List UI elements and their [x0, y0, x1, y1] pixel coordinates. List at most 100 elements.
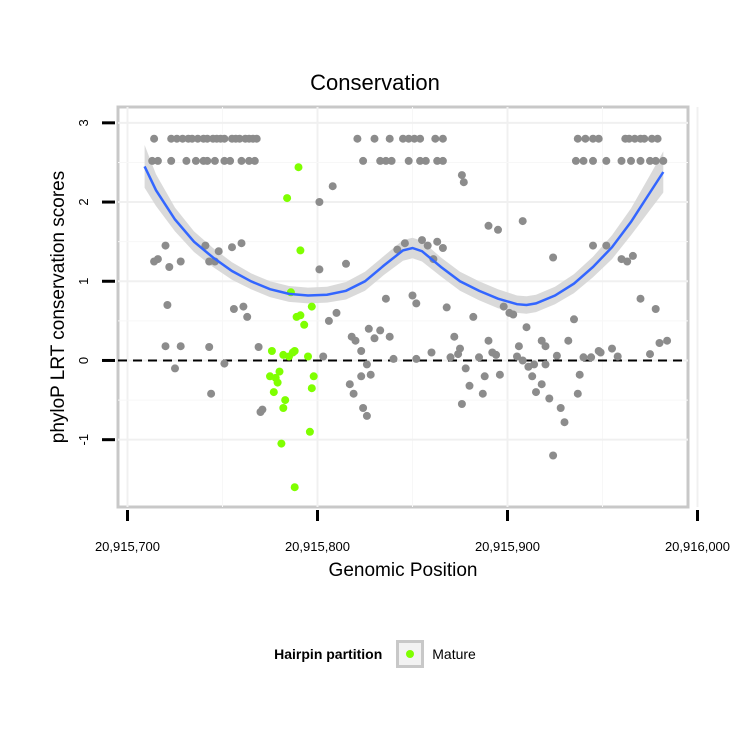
y-tick-label: 0 — [76, 357, 91, 364]
background-point — [357, 372, 366, 381]
background-point — [484, 221, 493, 230]
background-point — [252, 134, 261, 143]
mature-point — [288, 348, 297, 357]
background-point — [589, 241, 597, 250]
background-point — [537, 380, 546, 389]
background-point — [342, 259, 350, 268]
background-point — [324, 316, 333, 325]
background-point — [636, 294, 645, 303]
background-point — [416, 134, 425, 143]
background-point — [613, 352, 622, 361]
background-point — [579, 353, 588, 362]
legend-label-mature: Mature — [432, 646, 476, 662]
background-point — [653, 134, 662, 143]
background-point — [456, 344, 464, 353]
background-point — [627, 156, 635, 165]
background-point — [357, 347, 366, 355]
y-axis-label: phyloP LRT conservation scores — [48, 170, 69, 444]
background-point — [205, 343, 214, 351]
background-point — [193, 134, 202, 143]
background-point — [549, 253, 558, 262]
background-point — [589, 134, 597, 143]
background-point — [532, 388, 540, 397]
y-tick-label: 2 — [76, 198, 91, 205]
background-point — [438, 134, 447, 143]
background-point — [376, 156, 385, 165]
background-point — [571, 156, 580, 165]
background-point — [210, 156, 219, 165]
background-point — [153, 156, 162, 165]
mature-point — [304, 352, 312, 361]
background-point — [315, 265, 324, 274]
smooth-line — [143, 165, 665, 307]
background-point — [659, 156, 668, 165]
background-point — [570, 315, 578, 324]
background-point — [364, 324, 373, 333]
background-point — [237, 156, 246, 165]
background-point — [465, 381, 474, 390]
background-point — [370, 134, 379, 143]
background-point — [528, 372, 537, 381]
background-point — [412, 299, 421, 308]
background-point — [359, 156, 368, 165]
background-point — [589, 156, 597, 165]
background-point — [581, 134, 590, 143]
background-point — [433, 237, 442, 246]
mature-point — [281, 396, 290, 405]
background-point — [442, 303, 451, 312]
background-point — [182, 156, 191, 165]
background-point — [560, 418, 569, 427]
background-point — [459, 178, 468, 187]
mature-point — [300, 320, 309, 329]
background-point — [328, 182, 337, 191]
x-tick-label: 20,916,000 — [665, 539, 730, 554]
mature-points — [266, 163, 318, 492]
background-point — [148, 156, 157, 165]
background-point — [617, 156, 626, 165]
mature-point — [296, 311, 305, 320]
mature-point — [275, 367, 284, 376]
background-point — [214, 247, 223, 256]
background-point — [404, 134, 413, 143]
background-point — [389, 354, 398, 363]
background-point — [602, 241, 611, 250]
background-point — [167, 156, 176, 165]
background-point — [450, 332, 459, 341]
background-point — [399, 134, 407, 143]
background-point — [239, 302, 248, 311]
mature-point — [307, 384, 316, 393]
axes: 20,915,700 20,915,800 20,915,900 20,916,000… — [76, 119, 730, 554]
mature-point — [279, 404, 288, 412]
background-point — [651, 305, 660, 313]
background-point — [237, 239, 246, 248]
background-point — [499, 302, 508, 311]
background-point — [494, 225, 502, 234]
mature-point — [307, 302, 316, 311]
background-point — [518, 217, 527, 226]
background-point — [370, 334, 379, 343]
background-point — [207, 389, 216, 398]
background-point — [385, 332, 394, 341]
background-point — [623, 257, 632, 266]
background-point — [457, 171, 466, 180]
background-point — [480, 372, 489, 381]
background-point — [446, 353, 455, 362]
background-point — [636, 156, 645, 165]
background-point — [258, 405, 267, 414]
background-point — [205, 257, 214, 266]
background-point — [575, 370, 584, 379]
background-point — [541, 342, 550, 351]
background-point — [492, 350, 501, 359]
mature-point — [309, 372, 318, 381]
background-point — [549, 451, 558, 460]
mature-point — [273, 378, 282, 387]
background-point — [381, 156, 390, 165]
background-point — [351, 336, 360, 345]
x-tick-label: 20,915,700 — [95, 539, 160, 554]
background-point — [573, 134, 582, 143]
background-point — [416, 156, 425, 165]
background-point — [541, 360, 550, 369]
background-point — [171, 364, 179, 373]
background-point — [573, 389, 582, 398]
